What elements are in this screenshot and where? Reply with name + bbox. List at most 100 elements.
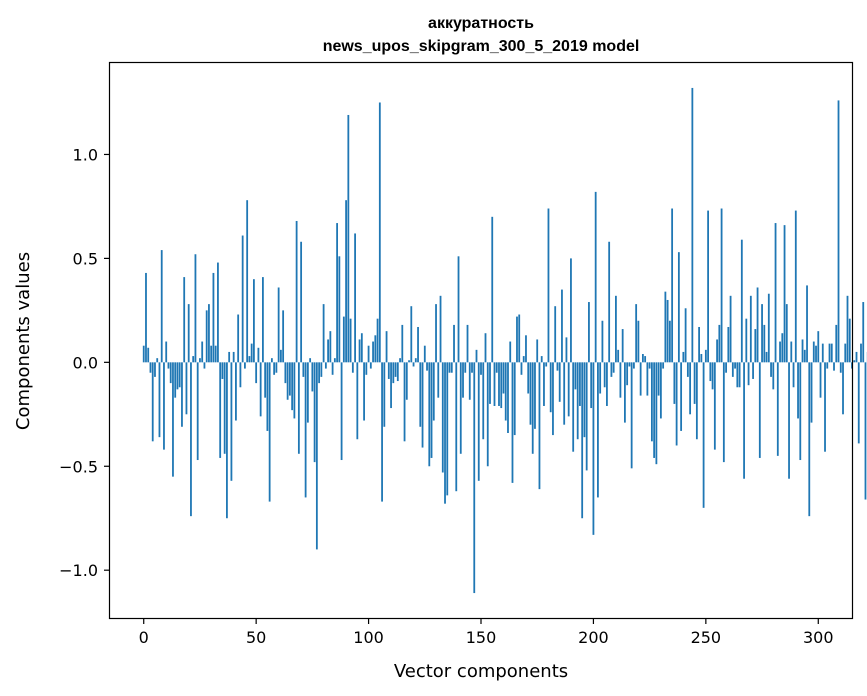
x-axis-ticks: 0 50 100 150 200 250 300 [139, 618, 834, 647]
bar-109 [387, 362, 390, 379]
bar-263 [734, 362, 736, 369]
y-tick-label: 1.0 [73, 145, 98, 164]
bar-105 [378, 102, 381, 363]
bar-162 [507, 362, 509, 433]
bar-159 [500, 362, 503, 409]
bar-243 [689, 362, 692, 415]
bar-110 [390, 362, 392, 409]
bar-68 [295, 220, 298, 363]
bar-3 [149, 362, 152, 373]
x-tick-label: 250 [691, 628, 722, 647]
bar-1 [145, 272, 147, 363]
bar-153 [486, 362, 489, 467]
bar-99 [365, 362, 368, 375]
bar-47 [248, 356, 251, 363]
bar-174 [534, 362, 536, 429]
bar-149 [477, 362, 480, 481]
bar-196 [583, 362, 586, 438]
bar-214 [624, 362, 626, 423]
bar-61 [279, 349, 282, 363]
bar-2 [147, 347, 150, 363]
bar-226 [650, 362, 653, 442]
bar-255 [716, 339, 718, 363]
bar-138 [453, 324, 455, 363]
bar-12 [169, 362, 172, 384]
bar-213 [621, 329, 624, 363]
bar-177 [540, 356, 543, 363]
bar-152 [484, 333, 487, 363]
bar-33 [217, 262, 219, 363]
bar-95 [356, 362, 359, 440]
bar-156 [493, 362, 496, 406]
bar-136 [448, 362, 451, 373]
bar-311 [842, 362, 844, 415]
bar-211 [617, 349, 620, 363]
bar-222 [641, 354, 644, 363]
bar-291 [797, 362, 799, 419]
bar-143 [464, 362, 467, 373]
bar-283 [779, 341, 781, 363]
bar-157 [495, 362, 498, 373]
bar-163 [509, 341, 512, 363]
bar-17 [181, 362, 183, 427]
bar-75 [311, 362, 314, 392]
bar-124 [421, 362, 424, 448]
bar-176 [538, 362, 541, 490]
bar-206 [606, 362, 608, 406]
bar-210 [615, 295, 617, 363]
bar-112 [394, 362, 397, 377]
bar-185 [558, 362, 561, 402]
bar-181 [549, 362, 552, 413]
bar-36 [223, 362, 226, 454]
bar-51 [257, 347, 260, 363]
bar-205 [603, 362, 606, 388]
bar-276 [763, 324, 766, 363]
bar-309 [837, 100, 840, 363]
bar-230 [659, 362, 662, 419]
bar-178 [543, 362, 545, 406]
bar-275 [761, 304, 763, 363]
bar-71 [302, 362, 305, 377]
bar-28 [205, 310, 208, 363]
bar-60 [277, 287, 280, 363]
bar-92 [349, 318, 352, 363]
bar-237 [675, 362, 678, 446]
bar-54 [264, 362, 267, 398]
bar-201 [594, 191, 597, 363]
bar-74 [309, 358, 312, 363]
bar-260 [727, 326, 730, 363]
bar-38 [228, 351, 231, 363]
bar-100 [367, 345, 370, 363]
bar-116 [403, 362, 406, 442]
bar-131 [437, 362, 440, 398]
bar-63 [284, 362, 287, 384]
bar-296 [808, 362, 811, 517]
bar-223 [644, 356, 647, 363]
bar-132 [439, 295, 442, 363]
bar-250 [704, 349, 707, 363]
bar-14 [174, 362, 177, 398]
bar-108 [385, 331, 388, 363]
bar-88 [340, 362, 343, 461]
bar-26 [201, 341, 204, 363]
bar-77 [315, 362, 318, 550]
bar-172 [529, 362, 532, 425]
bar-83 [329, 331, 332, 363]
bar-69 [297, 362, 300, 454]
bar-189 [567, 362, 570, 417]
y-tick-label: −0.5 [59, 457, 98, 476]
bar-53 [262, 277, 264, 363]
bar-292 [799, 362, 802, 461]
bar-203 [599, 362, 602, 394]
bar-27 [203, 362, 206, 369]
bar-160 [502, 362, 505, 394]
bar-187 [563, 362, 566, 425]
bar-268 [745, 318, 748, 363]
bar-146 [471, 362, 473, 373]
bar-220 [637, 320, 640, 363]
bar-37 [226, 362, 228, 519]
bar-57 [270, 358, 273, 363]
bar-35 [221, 362, 224, 379]
bar-52 [259, 362, 262, 417]
